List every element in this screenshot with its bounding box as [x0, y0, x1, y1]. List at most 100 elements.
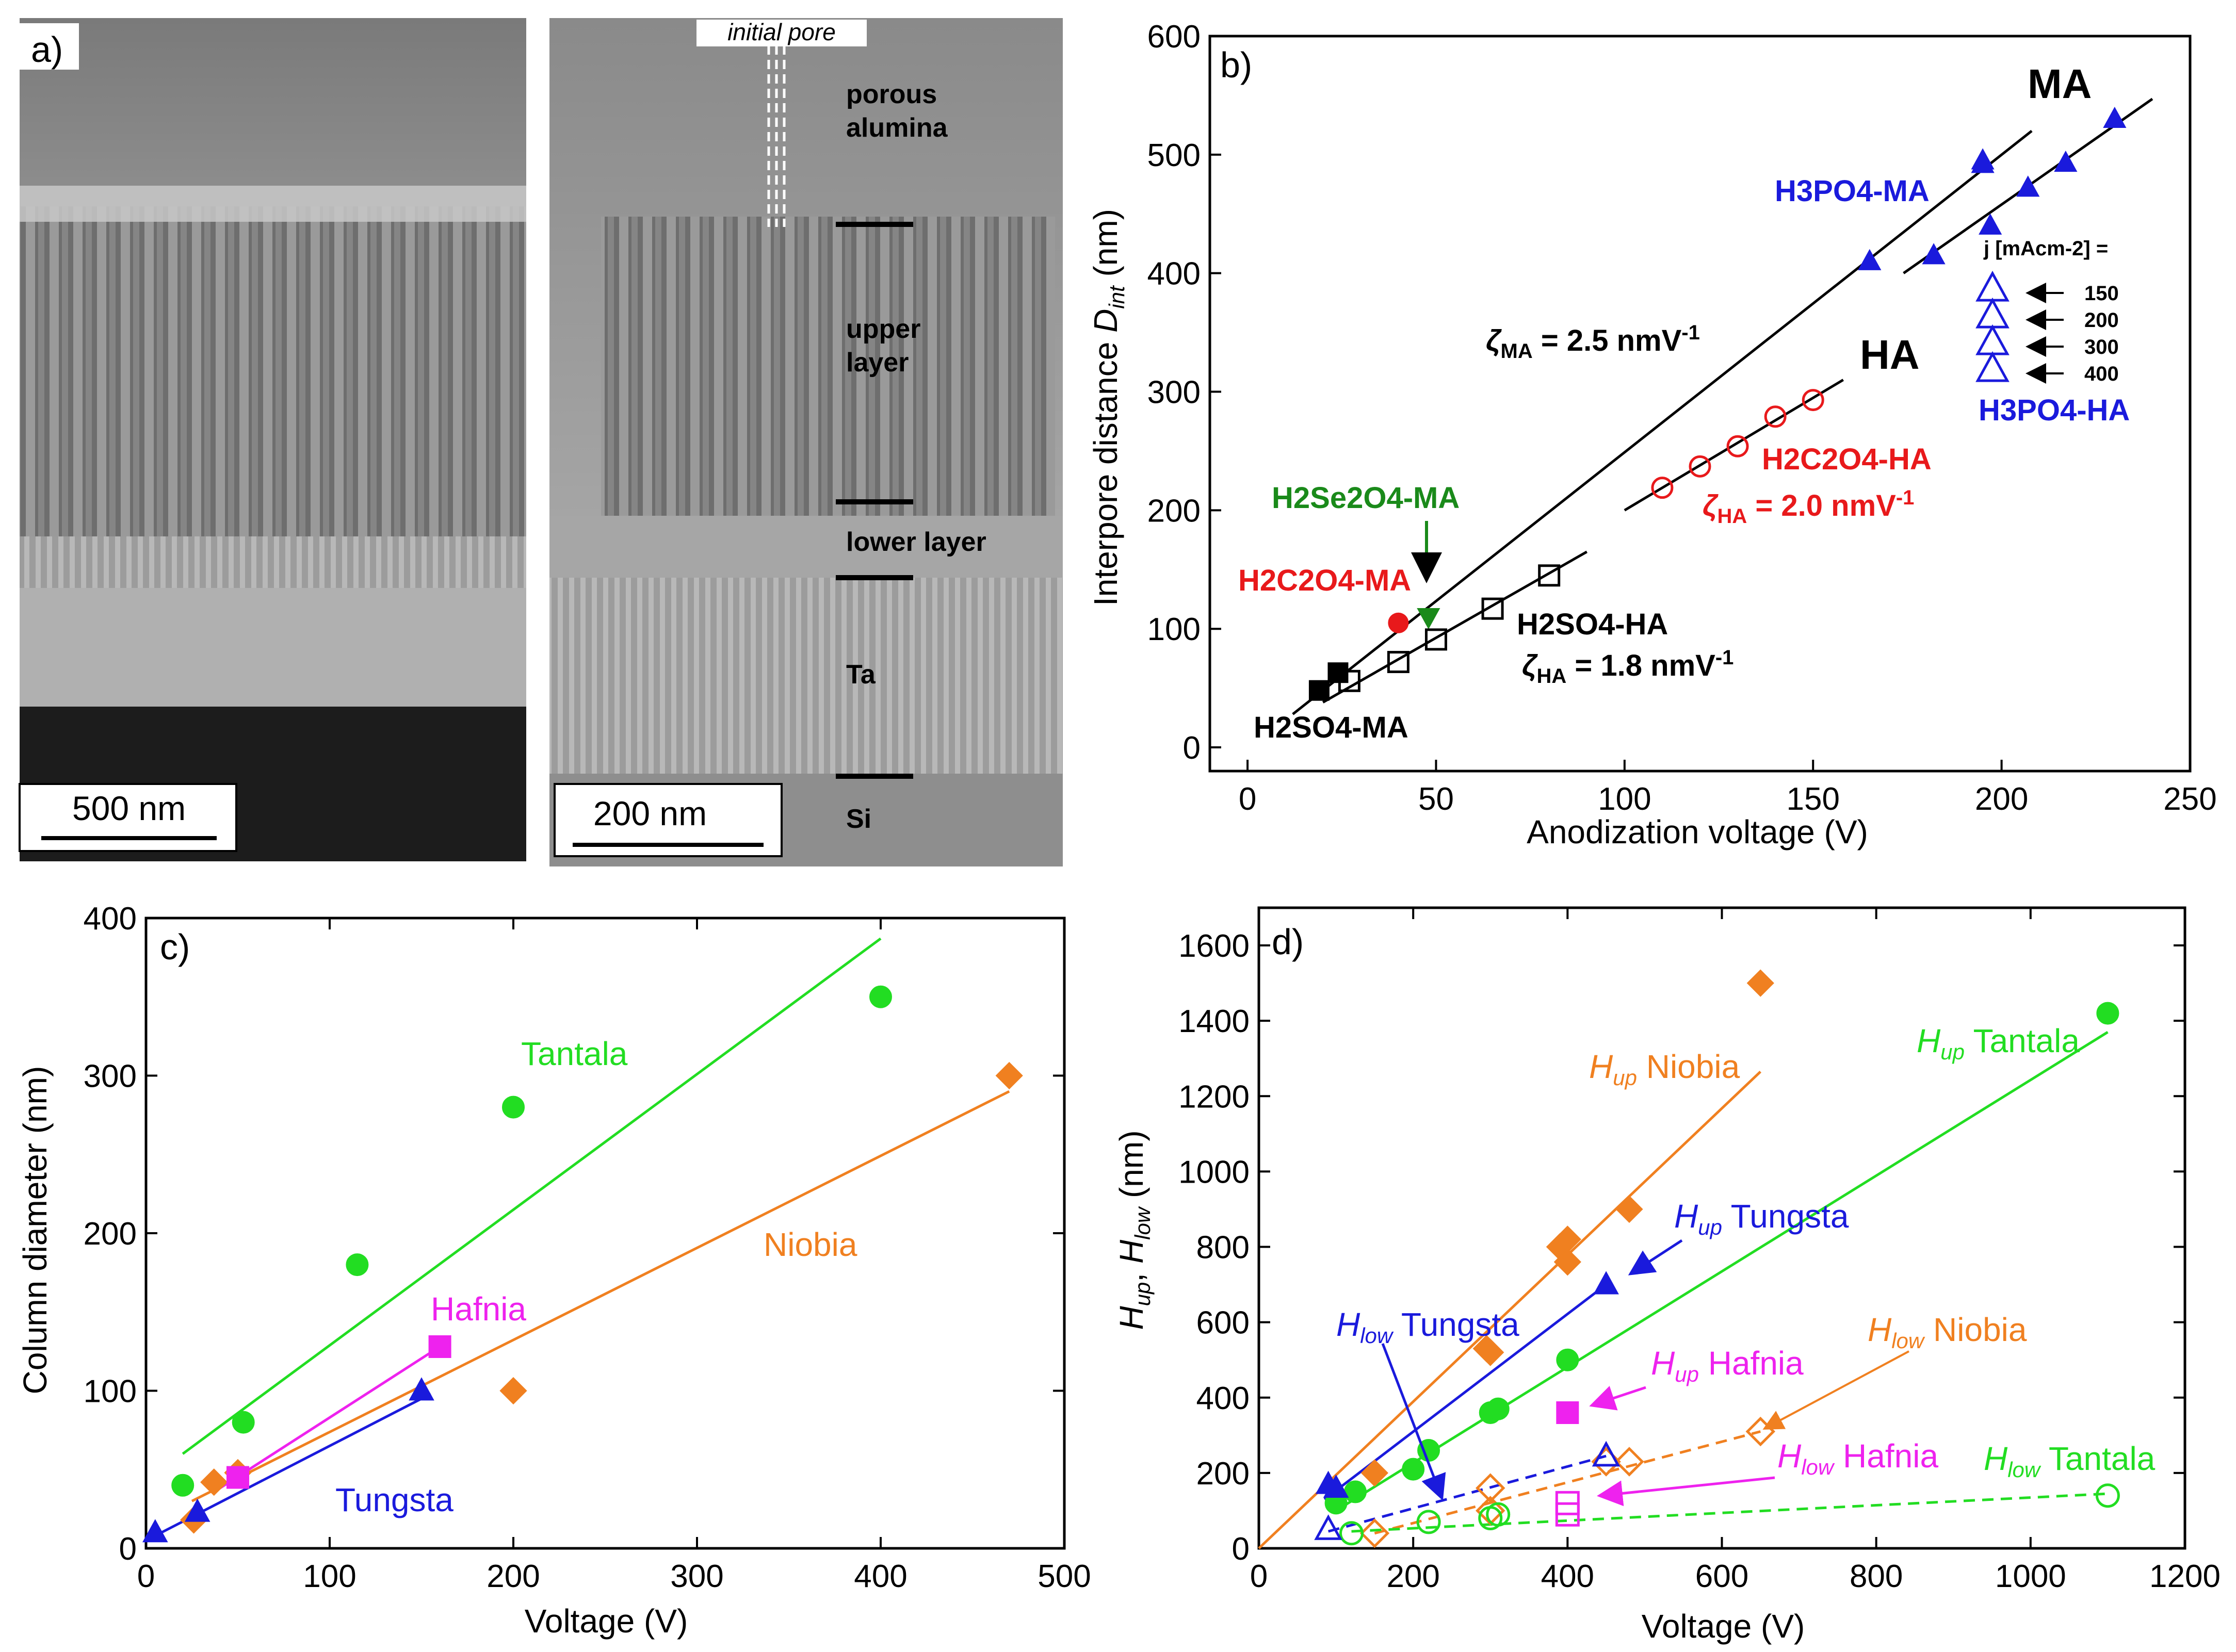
y-d-low: low — [1130, 1206, 1155, 1240]
label-h2so4-ma: H2SO4-MA — [1254, 711, 1408, 744]
label-hafnia-c: Hafnia — [431, 1290, 526, 1328]
panel-a-label: a) — [31, 29, 63, 70]
lower-layer-label: lower layer — [846, 527, 986, 557]
b-point-h2so4-ha-1 — [1387, 651, 1409, 674]
zeta-ma-value: 2.5 nmV — [1567, 324, 1682, 357]
d-point-h-up-niobia-6 — [1615, 1195, 1643, 1223]
label-ha: HA — [1860, 332, 1920, 378]
c-point-tantala-3 — [502, 1095, 525, 1119]
panel-b-label: b) — [1220, 45, 1252, 85]
zeta-ha-ox-eq: = — [1747, 489, 1781, 522]
y-axis-label-b-prefix: Interpore distance — [1087, 333, 1124, 606]
c-point-hafnia-0 — [226, 1466, 249, 1489]
b-xtick-label-250: 250 — [2163, 781, 2216, 817]
y-d-comma: , — [1113, 1264, 1150, 1282]
d-point-h-low-niobia-4 — [1614, 1447, 1644, 1477]
layer-label: layer — [846, 348, 909, 378]
d-ytick-label-1000: 1000 — [1178, 1154, 1250, 1190]
b-ytick-label-500: 500 — [1147, 138, 1201, 173]
d-point-h-up-tantala-5 — [1486, 1397, 1510, 1420]
marks-d — [1314, 969, 2120, 1548]
axes-c: 0 100 200 300 400 500 0 100 200 300 400 — [84, 901, 1091, 1594]
d-fit-h-up-niobia — [1258, 1070, 1762, 1549]
b-point-h2so4-ha-2 — [1424, 628, 1447, 651]
alumina-label: alumina — [846, 113, 948, 143]
d-point-h-up-niobia-5 — [1553, 1248, 1581, 1276]
d-point-h-low-niobia-0 — [1359, 1518, 1390, 1548]
d-point-h-low-niobia-1 — [1476, 1473, 1505, 1503]
b-fit-h2so4-ha — [1322, 550, 1588, 704]
d-ytick-label-0: 0 — [1232, 1531, 1250, 1567]
arrow-hlow-niobia — [1762, 1350, 1909, 1430]
c-point-hafnia-1 — [428, 1335, 451, 1358]
d-ytick-label-1400: 1400 — [1178, 1004, 1250, 1039]
hup-hafnia-h: H — [1651, 1345, 1675, 1382]
b-fit-h2c2o4-ha — [1624, 379, 1844, 512]
c-ytick-label-0: 0 — [119, 1531, 137, 1567]
d-xtick-label-0: 0 — [1250, 1559, 1268, 1594]
plot-frame-b — [1208, 35, 2192, 773]
initial-pore-label: initial pore — [727, 19, 836, 45]
label-h3po4-ma: H3PO4-MA — [1775, 174, 1930, 208]
b-point-h3po4-ha-1 — [1979, 213, 2002, 235]
b-point-h2c2o4-ha-0 — [1651, 477, 1674, 499]
b-point-h2so4-ha-0 — [1338, 669, 1360, 692]
label-hup-tantala: Hup Tantala — [1917, 1022, 2080, 1064]
b-fit-ma — [1292, 129, 2033, 715]
b-legend-marker-300 — [1975, 324, 2010, 355]
b-ytick-label-0: 0 — [1183, 730, 1201, 766]
label-niobia-c: Niobia — [764, 1226, 857, 1263]
d-point-h-low-tantala-0 — [1339, 1521, 1364, 1546]
y-axis-label-c: Column diameter (nm) — [17, 1066, 54, 1395]
c-point-tantala-2 — [346, 1253, 369, 1277]
hlow-niobia-sub: low — [1891, 1329, 1925, 1353]
d-point-h-low-tantala-3 — [1486, 1502, 1511, 1527]
c-point-tungsta-0 — [142, 1519, 168, 1543]
c-xtick-label-400: 400 — [854, 1559, 907, 1594]
hlow-hafnia-name: Hafnia — [1834, 1437, 1938, 1475]
d-point-h-up-tungsta-2 — [1593, 1271, 1619, 1295]
b-point-h2c2o4-ha-2 — [1726, 435, 1749, 457]
b-point-h3po4-ma-2 — [1971, 152, 1995, 173]
panel-b: b) 0 50 100 150 200 250 0 100 200 300 400 500 600 An… — [1087, 19, 2217, 850]
hlow-niobia-h: H — [1868, 1311, 1892, 1348]
label-h2se2o4-ma: H2Se2O4-MA — [1272, 481, 1460, 515]
label-h3po4-ha: H3PO4-HA — [1979, 394, 2130, 427]
b-ytick-label-200: 200 — [1147, 493, 1201, 529]
b-point-h3po4-ha-4 — [2103, 106, 2127, 128]
zeta-ha-s-exp: -1 — [1715, 646, 1734, 669]
d-xtick-label-200: 200 — [1386, 1559, 1439, 1594]
zeta-ha-s-symbol: ζ — [1522, 649, 1538, 682]
arrow-hup-hafnia — [1589, 1386, 1646, 1411]
c-fit-tantala — [182, 937, 882, 1455]
arrow-hlow-hafnia — [1597, 1476, 1775, 1507]
hlow-tungsta-sub: low — [1360, 1323, 1394, 1348]
c-xtick-label-0: 0 — [137, 1559, 155, 1594]
d-xtick-label-400: 400 — [1541, 1559, 1594, 1594]
hlow-tantala-name: Tantala — [2040, 1440, 2155, 1477]
y-d-up: up — [1130, 1282, 1155, 1306]
c-point-tantala-1 — [232, 1411, 255, 1434]
hup-hafnia-sub: up — [1675, 1362, 1699, 1386]
zeta-ha-s-sub: HA — [1537, 665, 1567, 688]
c-xtick-label-200: 200 — [487, 1559, 540, 1594]
d-ytick-label-800: 800 — [1196, 1230, 1250, 1266]
label-hlow-tantala: Hlow Tantala — [1984, 1440, 2156, 1482]
zeta-ma-sub: MA — [1501, 340, 1533, 363]
d-point-h-up-hafnia-0 — [1556, 1401, 1579, 1424]
d-ytick-label-1200: 1200 — [1178, 1079, 1250, 1115]
label-hlow-hafnia: Hlow Hafnia — [1777, 1437, 1938, 1479]
b-ytick-label-300: 300 — [1147, 375, 1201, 411]
upper-label: upper — [846, 314, 920, 344]
y-axis-label-d: Hup, Hlow (nm) — [1113, 1130, 1155, 1330]
hup-niobia-sub: up — [1613, 1066, 1637, 1090]
d-point-h-low-tantala-4 — [2095, 1483, 2120, 1508]
b-point-h2c2o4-ha-1 — [1689, 455, 1711, 478]
zeta-ha-ox-exp: -1 — [1896, 486, 1915, 509]
b-xtick-label-100: 100 — [1598, 781, 1651, 817]
zeta-ha-ox-value: 2.0 nmV — [1781, 489, 1896, 522]
b-xtick-label-200: 200 — [1975, 781, 2028, 817]
hlow-tantala-sub: low — [2007, 1458, 2041, 1482]
hlow-hafnia-sub: low — [1801, 1455, 1835, 1479]
panel-c-label: c) — [160, 927, 190, 967]
